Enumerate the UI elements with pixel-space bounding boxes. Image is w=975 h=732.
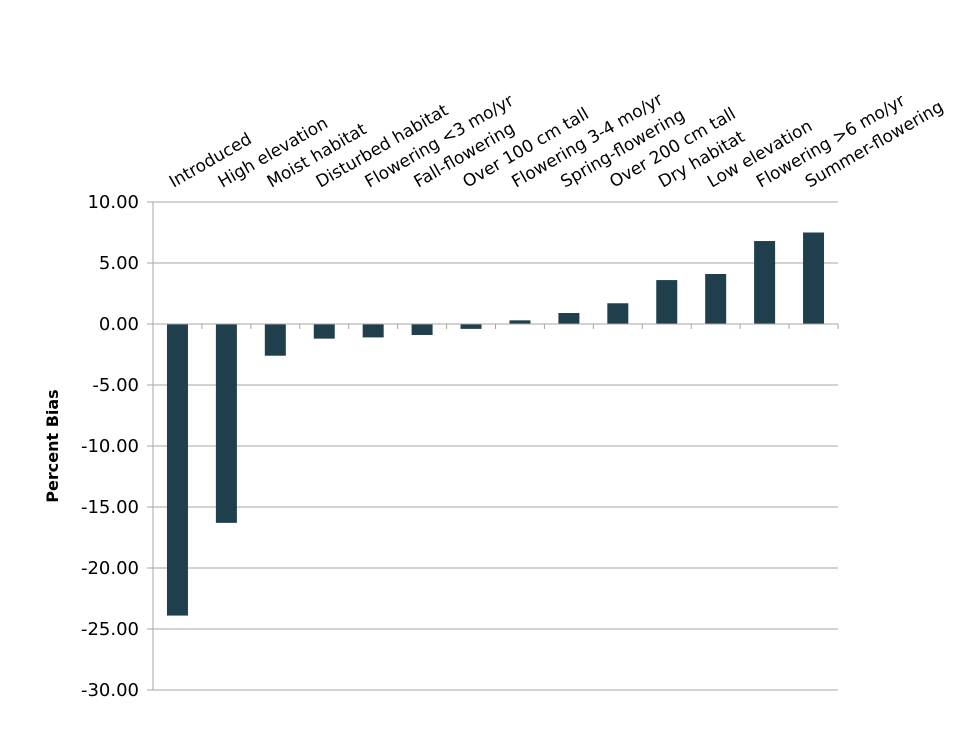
bar <box>215 324 237 523</box>
bar <box>264 324 286 356</box>
bar <box>411 324 433 335</box>
bar <box>607 303 629 324</box>
y-tick-label: -10.00 <box>81 436 139 457</box>
bar <box>656 280 678 324</box>
y-tick-label: 5.00 <box>99 253 139 274</box>
bar <box>313 324 335 339</box>
y-tick-labels: 10.00 5.00 0.00 -5.00 -10.00 -15.00 -20.00 -25.… <box>81 192 139 701</box>
bar <box>460 324 482 329</box>
y-tick-label: -5.00 <box>92 375 139 396</box>
y-tick-label: -15.00 <box>81 497 139 518</box>
bar <box>509 320 531 324</box>
bar <box>166 324 188 616</box>
y-tick-label: 0.00 <box>99 314 139 335</box>
y-tick-label: -25.00 <box>81 619 139 640</box>
bar <box>803 232 825 324</box>
bar <box>705 273 727 324</box>
bar <box>754 241 776 324</box>
bar <box>558 313 580 324</box>
y-tick-label: 10.00 <box>87 192 139 213</box>
gridlines <box>153 201 838 691</box>
bar <box>362 324 384 338</box>
y-tick-label: -30.00 <box>81 680 139 701</box>
axes <box>147 201 839 691</box>
y-tick-label: -20.00 <box>81 558 139 579</box>
y-axis-title: Percent Bias <box>43 389 62 502</box>
bars <box>166 232 825 616</box>
